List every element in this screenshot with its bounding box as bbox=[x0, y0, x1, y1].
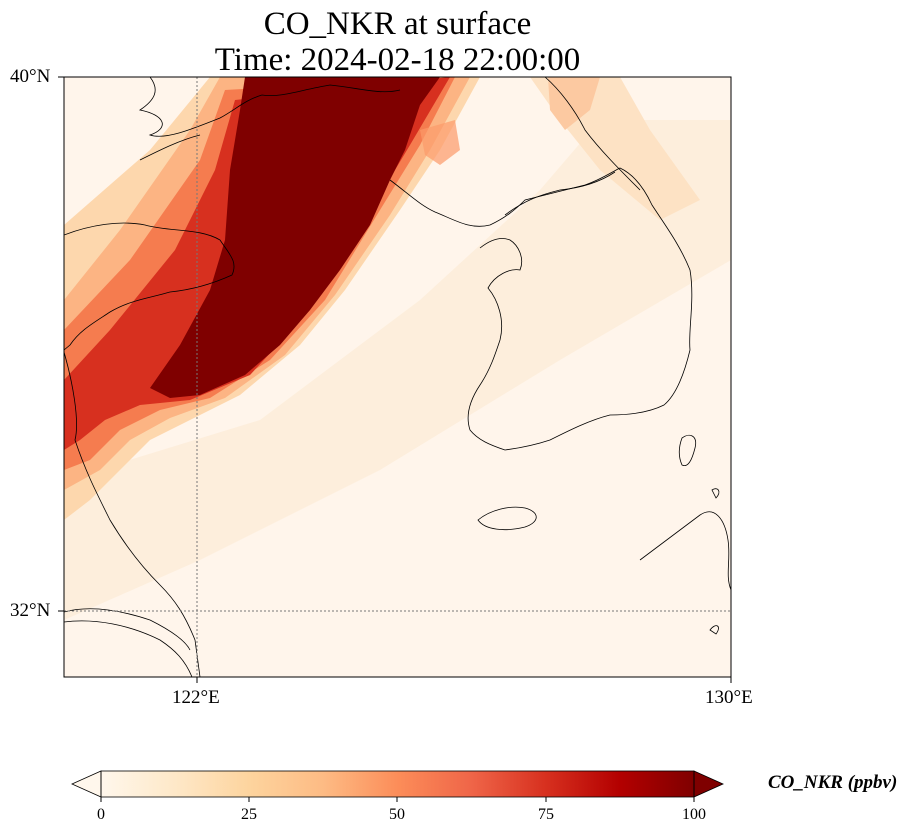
concentration-field bbox=[64, 77, 731, 677]
tsushima-island bbox=[678, 434, 697, 467]
yangtze-estuary bbox=[64, 608, 193, 677]
colorbar-tick-0: 0 bbox=[97, 806, 105, 823]
colorbar-extend-min bbox=[71, 770, 102, 798]
china-east-coast bbox=[64, 351, 201, 677]
colorbar-gradient bbox=[101, 771, 694, 797]
kyushu-coast bbox=[639, 511, 731, 591]
island-south bbox=[709, 625, 719, 635]
lon-tick-label-130: 130°E bbox=[705, 687, 753, 708]
bohai-inner-coast bbox=[139, 134, 201, 161]
colorbar-label: CO_NKR (ppbv) bbox=[768, 772, 898, 793]
gridlines bbox=[64, 77, 731, 677]
haze-region bbox=[64, 120, 731, 620]
shandong-coast bbox=[64, 222, 235, 351]
map-time-subtitle: Time: 2024-02-18 22:00:00 bbox=[214, 42, 581, 78]
tick-marks bbox=[58, 76, 732, 683]
colorbar-tick-75: 75 bbox=[538, 806, 554, 823]
colorbar bbox=[71, 770, 724, 802]
border-river bbox=[504, 171, 616, 216]
jeju-island bbox=[477, 506, 537, 531]
plume-patch bbox=[420, 120, 460, 165]
colorbar-tick-25: 25 bbox=[241, 806, 257, 823]
colorbar-tick-50: 50 bbox=[389, 806, 405, 823]
map-title: CO_NKR at surface bbox=[263, 6, 532, 42]
colorbar-tick-100: 100 bbox=[682, 806, 706, 823]
plume-core bbox=[150, 77, 440, 398]
lat-tick-label-32: 32°N bbox=[10, 600, 51, 621]
colorbar-extend-max bbox=[693, 770, 724, 798]
map-frame bbox=[63, 76, 732, 678]
ne-plume-core bbox=[548, 77, 600, 130]
small-island bbox=[711, 488, 720, 499]
liaodong-coast bbox=[138, 77, 401, 137]
lat-tick-label-40: 40°N bbox=[10, 66, 51, 87]
border-line bbox=[544, 77, 641, 191]
coastlines bbox=[64, 77, 731, 677]
lon-tick-label-122: 122°E bbox=[172, 687, 220, 708]
